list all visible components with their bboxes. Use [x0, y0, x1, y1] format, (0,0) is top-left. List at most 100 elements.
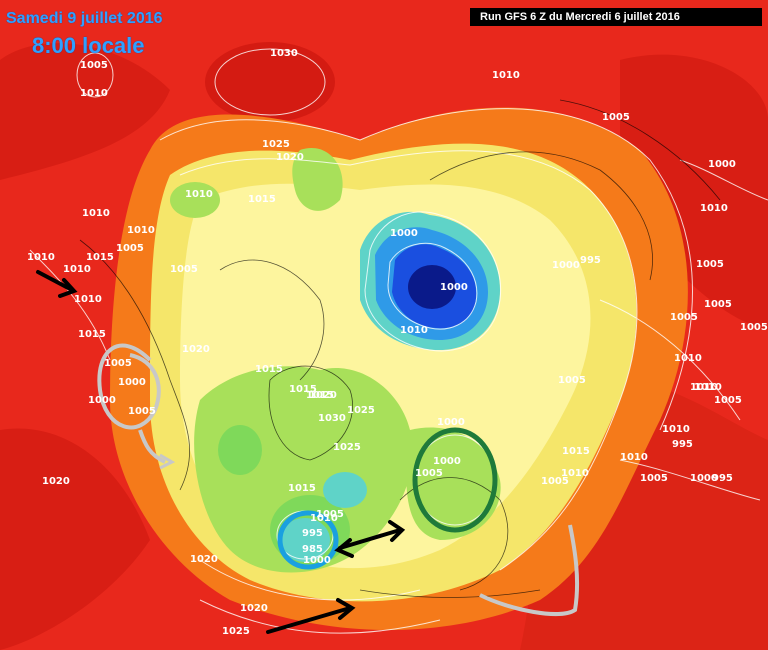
isobar-label: 1000 [88, 395, 116, 406]
isobar-label: 1010 [700, 203, 728, 214]
isobar-label: 995 [672, 439, 693, 450]
coastline-far-east [559, 99, 721, 201]
isobar-1000-low [387, 242, 478, 330]
isobar-label: 1010 [185, 189, 213, 200]
isobar-1010 [179, 150, 638, 571]
isobar-label: 1010 [674, 353, 702, 364]
isobar-label: 1010 [694, 382, 722, 393]
isobar-label: 1010 [63, 264, 91, 275]
isobar-label: 1010 [561, 468, 589, 479]
isobar-label: 1005 [704, 299, 732, 310]
pressure-zone-cyan-small [323, 472, 367, 508]
isobar-1005-low [364, 211, 502, 352]
coastline-scandinavia [399, 477, 509, 591]
arrow-double-atlantic [338, 528, 402, 550]
isobar-label: 985 [302, 544, 323, 555]
isobar-label: 1000 [390, 228, 418, 239]
isobar-label: 1010 [74, 294, 102, 305]
isobar-label: 1005 [640, 473, 668, 484]
isobar-label: 1015 [288, 483, 316, 494]
pressure-zone-dark-red-ne [620, 54, 768, 331]
isobar-label: 1005 [602, 112, 630, 123]
isobar-east-1 [599, 299, 741, 421]
isobar-1020-south [199, 559, 421, 601]
isobar-label: 1005 [316, 509, 344, 520]
isobar-label: 1000 [118, 377, 146, 388]
isobar-label: 1020 [182, 344, 210, 355]
isobar-label: 1005 [415, 468, 443, 479]
pressure-zone-cyan-low [280, 518, 330, 562]
isobar-label: 1000 [690, 473, 718, 484]
arrow-north-america-head [58, 278, 78, 298]
isobar-label: 1000 [708, 159, 736, 170]
isobar-label: 1010 [82, 208, 110, 219]
isobar-label: 1005 [104, 358, 132, 369]
isobar-label: 995 [302, 528, 323, 539]
isobar-label: 995 [580, 255, 601, 266]
isobar-label: 1015 [289, 384, 317, 395]
high-pressure-core [205, 42, 335, 122]
isobar-label: 1005 [670, 312, 698, 323]
grey-swirl-annotation [97, 343, 166, 464]
arrow-north-america [36, 270, 74, 292]
arrow-southern [266, 606, 352, 634]
coastline-siberia [429, 151, 653, 281]
isobar-label: 1010 [27, 252, 55, 263]
isobar-label: 1000 [433, 456, 461, 467]
pressure-zone-green-scandinavia [406, 427, 501, 540]
isobar-small-nw [76, 52, 114, 98]
isobar-label: 1005 [80, 60, 108, 71]
isobar-label: 1005 [558, 375, 586, 386]
isobar-label: 995 [712, 473, 733, 484]
grey-swirl-arrowhead [159, 453, 176, 470]
coastline-europe [359, 589, 541, 598]
isobar-label: 1010 [620, 452, 648, 463]
isobar-label: 1005 [740, 322, 768, 333]
isobar-label: 1015 [562, 446, 590, 457]
isobar-label: 1000 [437, 417, 465, 428]
pressure-zone-green-small [170, 182, 220, 218]
isobar-label: 1015 [78, 329, 106, 340]
blue-circle-annotation [277, 510, 339, 570]
isobar-label: 1025 [222, 626, 250, 637]
isobar-label: 1015 [255, 364, 283, 375]
isobar-label: 1025 [347, 405, 375, 416]
isobar-label: 1020 [240, 603, 268, 614]
pressure-zone-dark-red-sw [0, 428, 150, 650]
isobar-label: 1010 [127, 225, 155, 236]
isobar-lines [29, 48, 768, 634]
model-run-banner: Run GFS 6 Z du Mercredi 6 juillet 2016 [470, 8, 762, 26]
isobar-label: 1005 [696, 259, 724, 270]
isobar-label: 1000 [303, 555, 331, 566]
coastline-canadian-arctic [219, 259, 325, 381]
isobar-label: 1010 [690, 382, 718, 393]
isobar-label: 1025 [333, 442, 361, 453]
isobar-label: 1005 [541, 476, 569, 487]
low-pressure-core [408, 265, 456, 309]
isobar-east-2 [619, 459, 761, 501]
isobar-label: 1015 [248, 194, 276, 205]
isobar-label: 1005 [116, 243, 144, 254]
coastline-greenland [268, 365, 353, 461]
grey-hook-annotation [479, 524, 580, 617]
annotation-arrows [36, 270, 406, 634]
isobar-label: 1020 [42, 476, 70, 487]
isobar-label: 1010 [310, 513, 338, 524]
isobar-label: 1010 [662, 424, 690, 435]
isobar-label: 1015 [86, 252, 114, 263]
pressure-zone-dark-red-nw [0, 43, 170, 180]
isobar-label: 1005 [128, 406, 156, 417]
isobar-label: 1020 [276, 152, 304, 163]
coastlines [79, 99, 721, 598]
forecast-time-title: 8:00 locale [32, 33, 145, 58]
isobar-1015-outer [159, 108, 693, 431]
isobar-label: 1015 [306, 390, 334, 401]
isobar-labels: 1005 1010 1030 1010 1025 1020 1005 1010 … [27, 48, 768, 637]
pressure-zone-light-green-1 [218, 425, 262, 475]
arrow-double-head-right [388, 520, 406, 542]
isobar-label: 1010 [80, 88, 108, 99]
isobar-1025-south [199, 599, 441, 634]
coastline-north-america [79, 239, 191, 491]
